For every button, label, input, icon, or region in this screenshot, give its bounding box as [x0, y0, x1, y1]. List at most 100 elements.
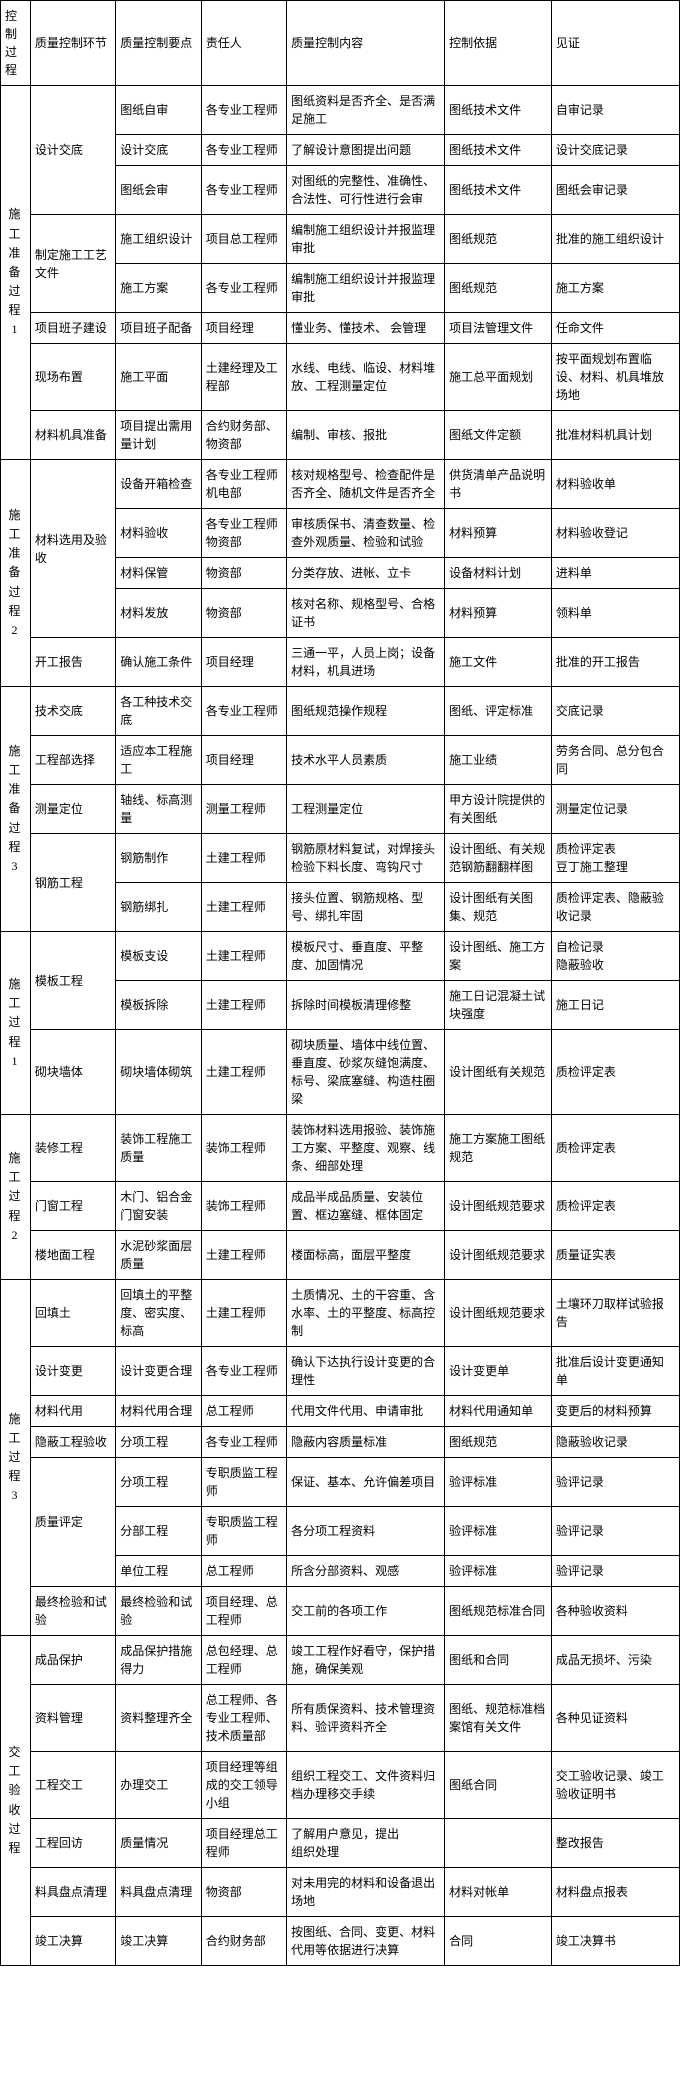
evidence-cell: 质检评定表	[551, 1182, 679, 1231]
link-cell: 钢筋工程	[30, 834, 115, 932]
basis-cell: 材料预算	[445, 589, 552, 638]
point-cell: 图纸会审	[116, 166, 201, 215]
evidence-cell: 变更后的材料预算	[551, 1396, 679, 1427]
table-row: 项目班子建设项目班子配备项目经理懂业务、懂技术、 会管理项目法管理文件任命文件	[1, 313, 680, 344]
link-cell: 模板工程	[30, 932, 115, 1030]
evidence-cell: 领料单	[551, 589, 679, 638]
content-cell: 编制、审核、报批	[287, 411, 445, 460]
basis-cell: 图纸规范	[445, 264, 552, 313]
table-row: 门窗工程木门、铝合金门窗安装装饰工程师成品半成品质量、安装位置、框边塞缝、框体固…	[1, 1182, 680, 1231]
point-cell: 设备开箱检查	[116, 460, 201, 509]
link-cell: 技术交底	[30, 687, 115, 736]
content-cell: 编制施工组织设计并报监理审批	[287, 264, 445, 313]
link-cell: 测量定位	[30, 785, 115, 834]
content-cell: 楼面标高，面层平整度	[287, 1231, 445, 1280]
resp-cell: 合约财务部	[201, 1917, 286, 1966]
evidence-cell: 批准的开工报告	[551, 638, 679, 687]
link-cell: 材料机具准备	[30, 411, 115, 460]
evidence-cell: 质检评定表	[551, 1030, 679, 1115]
content-cell: 工程测量定位	[287, 785, 445, 834]
resp-cell: 总工程师	[201, 1556, 286, 1587]
phase-cell: 施 工 准 备 过 程 1	[1, 86, 31, 460]
phase-cell: 施 工 过 程 3	[1, 1280, 31, 1636]
basis-cell: 图纸技术文件	[445, 86, 552, 135]
phase-cell: 交 工 验 收 过 程	[1, 1636, 31, 1966]
content-cell: 竣工工程作好看守，保护措施，确保美观	[287, 1636, 445, 1685]
evidence-cell: 各种见证资料	[551, 1685, 679, 1752]
evidence-cell: 验评记录	[551, 1458, 679, 1507]
phase-cell: 施 工 准 备 过 程 3	[1, 687, 31, 932]
basis-cell: 图纸技术文件	[445, 135, 552, 166]
content-cell: 水线、电线、临设、材料堆放、工程测量定位	[287, 344, 445, 411]
table-row: 设计变更设计变更合理各专业工程师确认下达执行设计变更的合理性设计变更单批准后设计…	[1, 1347, 680, 1396]
point-cell: 水泥砂浆面层质量	[116, 1231, 201, 1280]
point-cell: 分部工程	[116, 1507, 201, 1556]
table-row: 材料机具准备项目提出需用量计划合约财务部、物资部编制、审核、报批图纸文件定额批准…	[1, 411, 680, 460]
basis-cell: 合同	[445, 1917, 552, 1966]
resp-cell: 总工程师、各专业工程师、技术质量部	[201, 1685, 286, 1752]
evidence-cell: 交工验收记录、竣工验收证明书	[551, 1752, 679, 1819]
phase-cell: 施 工 准 备 过 程 2	[1, 460, 31, 687]
content-cell: 了解用户意见，提出 组织处理	[287, 1819, 445, 1868]
resp-cell: 各专业工程师机电部	[201, 460, 286, 509]
point-cell: 施工平面	[116, 344, 201, 411]
basis-cell: 图纸规范标准合同	[445, 1587, 552, 1636]
table-row: 最终检验和试验最终检验和试验项目经理、总工程师交工前的各项工作图纸规范标准合同各…	[1, 1587, 680, 1636]
table-row: 隐蔽工程验收分项工程各专业工程师隐蔽内容质量标准图纸规范隐蔽验收记录	[1, 1427, 680, 1458]
phase-cell: 施 工 过 程 1	[1, 932, 31, 1115]
content-cell: 模板尺寸、垂直度、平整度、加固情况	[287, 932, 445, 981]
point-cell: 砌块墙体砌筑	[116, 1030, 201, 1115]
evidence-cell: 材料验收单	[551, 460, 679, 509]
resp-cell: 物资部	[201, 589, 286, 638]
resp-cell: 合约财务部、物资部	[201, 411, 286, 460]
evidence-cell: 按平面规划布置临设、材料、机具堆放场地	[551, 344, 679, 411]
basis-cell: 设计图纸规范要求	[445, 1280, 552, 1347]
resp-cell: 项目经理	[201, 736, 286, 785]
resp-cell: 装饰工程师	[201, 1182, 286, 1231]
resp-cell: 各专业工程师	[201, 264, 286, 313]
evidence-cell: 验评记录	[551, 1507, 679, 1556]
evidence-cell: 交底记录	[551, 687, 679, 736]
resp-cell: 项目经理、总工程师	[201, 1587, 286, 1636]
basis-cell: 设计图纸、有关规范钢筋翻翻样图	[445, 834, 552, 883]
evidence-cell: 批准材料机具计划	[551, 411, 679, 460]
point-cell: 最终检验和试验	[116, 1587, 201, 1636]
phase-cell: 施 工 过 程 2	[1, 1115, 31, 1280]
table-row: 施 工 准 备 过 程 2材料选用及验收设备开箱检查各专业工程师机电部核对规格型…	[1, 460, 680, 509]
content-cell: 各分项工程资料	[287, 1507, 445, 1556]
point-cell: 钢筋绑扎	[116, 883, 201, 932]
link-cell: 最终检验和试验	[30, 1587, 115, 1636]
resp-cell: 土建工程师	[201, 981, 286, 1030]
point-cell: 材料保管	[116, 558, 201, 589]
evidence-cell: 质量证实表	[551, 1231, 679, 1280]
basis-cell: 验评标准	[445, 1458, 552, 1507]
basis-cell: 图纸合同	[445, 1752, 552, 1819]
table-body: 施 工 准 备 过 程 1设计交底图纸自审各专业工程师图纸资料是否齐全、是否满足…	[1, 86, 680, 1966]
basis-cell: 图纸、评定标准	[445, 687, 552, 736]
basis-cell: 设计图纸有关图集、规范	[445, 883, 552, 932]
basis-cell: 设计图纸规范要求	[445, 1182, 552, 1231]
evidence-cell: 质检评定表 豆丁施工整理	[551, 834, 679, 883]
resp-cell: 各专业工程师物资部	[201, 509, 286, 558]
link-cell: 工程回访	[30, 1819, 115, 1868]
resp-cell: 专职质监工程师	[201, 1458, 286, 1507]
table-row: 工程部选择适应本工程施工项目经理技术水平人员素质施工业绩劳务合同、总分包合同	[1, 736, 680, 785]
link-cell: 设计变更	[30, 1347, 115, 1396]
content-cell: 装饰材料选用报验、装饰施工方案、平整度、观察、线条、细部处理	[287, 1115, 445, 1182]
resp-cell: 专职质监工程师	[201, 1507, 286, 1556]
table-row: 资料管理资料整理齐全总工程师、各专业工程师、技术质量部所有质保资料、技术管理资料…	[1, 1685, 680, 1752]
basis-cell: 材料预算	[445, 509, 552, 558]
content-cell: 钢筋原材料复试，对焊接头检验下料长度、弯钩尺寸	[287, 834, 445, 883]
point-cell: 施工组织设计	[116, 215, 201, 264]
table-row: 现场布置施工平面土建经理及工程部水线、电线、临设、材料堆放、工程测量定位施工总平…	[1, 344, 680, 411]
evidence-cell: 自检记录 隐蔽验收	[551, 932, 679, 981]
table-row: 材料代用材料代用合理总工程师代用文件代用、申请审批材料代用通知单变更后的材料预算	[1, 1396, 680, 1427]
header-resp: 责任人	[201, 1, 286, 86]
evidence-cell: 进料单	[551, 558, 679, 589]
link-cell: 项目班子建设	[30, 313, 115, 344]
resp-cell: 土建工程师	[201, 883, 286, 932]
evidence-cell: 质检评定表	[551, 1115, 679, 1182]
resp-cell: 各专业工程师	[201, 687, 286, 736]
link-cell: 隐蔽工程验收	[30, 1427, 115, 1458]
resp-cell: 土建工程师	[201, 1030, 286, 1115]
